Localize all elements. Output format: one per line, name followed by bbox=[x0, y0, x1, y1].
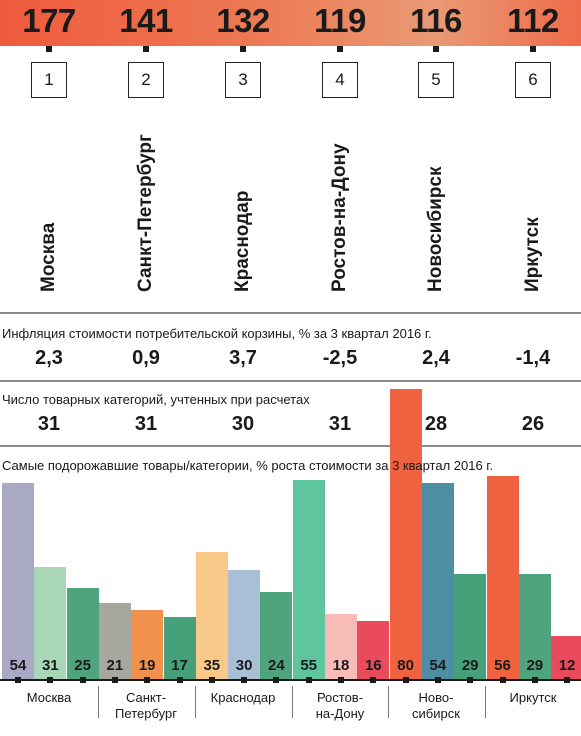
categories-count-value: 28 bbox=[424, 413, 448, 435]
bar-value: 30 bbox=[235, 657, 253, 674]
bar bbox=[518, 573, 551, 679]
city-label-bottom: Краснодар bbox=[210, 690, 276, 705]
bar-value: 25 bbox=[74, 657, 91, 674]
city-name-vertical: Санкт-Петербург bbox=[135, 134, 156, 292]
score-band bbox=[0, 0, 581, 46]
categories-count-label: Число товарных категорий, учтенных при р… bbox=[2, 392, 310, 407]
city-separator bbox=[97, 686, 99, 718]
bar bbox=[486, 476, 519, 679]
categories-count-value: 31 bbox=[37, 413, 61, 435]
chart-baseline bbox=[0, 679, 581, 681]
bar bbox=[195, 552, 228, 679]
bar-value: 29 bbox=[461, 657, 479, 674]
bar-value: 31 bbox=[41, 657, 59, 674]
bar bbox=[34, 566, 67, 679]
bar bbox=[325, 613, 357, 679]
bar-value: 80 bbox=[397, 657, 414, 674]
bar bbox=[131, 610, 164, 679]
city-separator bbox=[484, 686, 486, 718]
categories-count-value: 26 bbox=[521, 413, 545, 435]
score-value: 141 bbox=[119, 2, 173, 39]
bar-value: 56 bbox=[494, 657, 511, 674]
bar-value: 54 bbox=[9, 657, 27, 674]
score-tick bbox=[530, 46, 536, 52]
inflation-value: 2,4 bbox=[422, 347, 450, 369]
score-tick bbox=[337, 46, 343, 52]
score-tick bbox=[46, 46, 52, 52]
bar-value: 19 bbox=[138, 657, 156, 674]
bar bbox=[2, 483, 34, 679]
score-value: 132 bbox=[216, 2, 270, 39]
city-separator bbox=[194, 686, 196, 718]
bar bbox=[421, 483, 454, 679]
city-separator bbox=[387, 686, 389, 718]
city-name-vertical: Новосибирск bbox=[425, 166, 446, 292]
bar-value: 18 bbox=[332, 657, 350, 674]
rank-box: 6 bbox=[515, 62, 551, 98]
categories-count-value: 30 bbox=[231, 413, 255, 435]
bar-value: 16 bbox=[364, 657, 382, 674]
bar bbox=[292, 479, 325, 679]
bar bbox=[66, 588, 99, 679]
bar-value: 21 bbox=[106, 657, 124, 674]
city-label-bottom: Иркутск bbox=[509, 690, 557, 705]
categories-count-value: 31 bbox=[328, 413, 352, 435]
inflation-value: -1,4 bbox=[515, 347, 551, 369]
score-tick bbox=[433, 46, 439, 52]
score-tick bbox=[240, 46, 246, 52]
bar-value: 54 bbox=[429, 657, 447, 674]
categories-count-value: 31 bbox=[134, 413, 158, 435]
divider-categories bbox=[0, 380, 581, 382]
bar bbox=[260, 592, 293, 679]
divider-inflation bbox=[0, 312, 581, 314]
bar bbox=[98, 602, 131, 679]
inflation-value: 0,9 bbox=[132, 347, 160, 369]
divider-chart bbox=[0, 445, 581, 447]
score-value: 177 bbox=[22, 2, 76, 39]
bar bbox=[551, 635, 581, 679]
bar bbox=[357, 621, 390, 679]
bar-value: 12 bbox=[558, 657, 576, 674]
bar bbox=[389, 389, 422, 679]
chart-title: Самые подорожавшие товары/категории, % р… bbox=[2, 458, 494, 473]
inflation-label: Инфляция стоимости потребительской корзи… bbox=[2, 326, 432, 341]
bar-value: 24 bbox=[268, 657, 285, 674]
city-label-bottom: Ростов- на-Дону bbox=[315, 690, 365, 721]
inflation-value: -2,5 bbox=[322, 347, 358, 369]
city-name-vertical: Ростов-на-Дону bbox=[329, 143, 350, 292]
bar-value: 17 bbox=[171, 657, 188, 674]
rank-box: 4 bbox=[322, 62, 358, 98]
city-name-vertical: Москва bbox=[38, 222, 59, 292]
city-name-vertical: Краснодар bbox=[232, 190, 253, 292]
bar-value: 29 bbox=[526, 657, 544, 674]
score-value: 119 bbox=[314, 2, 366, 39]
bar bbox=[228, 570, 261, 679]
score-tick bbox=[143, 46, 149, 52]
city-label-bottom: Санкт- Петербург bbox=[115, 690, 177, 721]
rank-box: 2 bbox=[128, 62, 164, 98]
inflation-value: 3,7 bbox=[229, 347, 257, 369]
rank-box: 5 bbox=[418, 62, 454, 98]
city-separator bbox=[291, 686, 293, 718]
bar-value: 35 bbox=[203, 657, 221, 674]
bar bbox=[454, 573, 487, 679]
city-label-bottom: Москва bbox=[26, 690, 72, 705]
rank-box: 1 bbox=[31, 62, 67, 98]
city-label-bottom: Ново- сибирск bbox=[412, 690, 460, 721]
inflation-value: 2,3 bbox=[35, 347, 63, 369]
rank-box: 3 bbox=[225, 62, 261, 98]
city-name-vertical: Иркутск bbox=[522, 217, 543, 292]
score-value: 116 bbox=[410, 2, 462, 39]
score-value: 112 bbox=[507, 2, 559, 39]
bar-value: 55 bbox=[300, 657, 318, 674]
bar bbox=[163, 617, 196, 679]
